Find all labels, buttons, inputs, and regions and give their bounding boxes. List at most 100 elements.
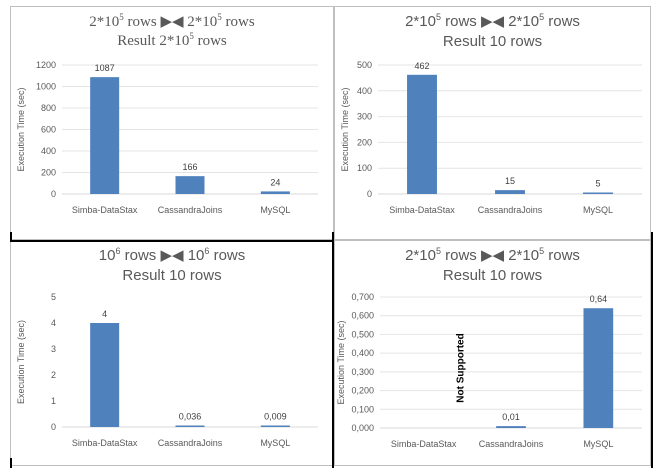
category-label: MySQL — [260, 438, 290, 448]
category-label: CassandraJoins — [479, 439, 544, 449]
title-text: rows ▶◀ 2*10 — [440, 247, 540, 264]
chart-subtitle: Result 10 rows — [335, 267, 650, 284]
title-superscript: 5 — [435, 12, 441, 22]
title-text: rows — [193, 33, 227, 49]
y-tick-label: 1000 — [36, 82, 56, 92]
bar — [583, 308, 614, 428]
chart-panel-1: 2*105 rows ▶◀ 2*105 rows Result 2*105 row… — [10, 6, 334, 240]
y-tick-label: 2 — [51, 370, 56, 380]
bar — [175, 425, 205, 427]
chart-title: 2*105 rows ▶◀ 2*105 rows — [11, 12, 333, 31]
not-supported-annotation: Not Supported — [456, 333, 467, 402]
y-axis-label: Execution Time (sec) — [16, 87, 26, 171]
bar — [90, 323, 120, 427]
title-text: rows ▶◀ 2*10 — [440, 13, 540, 30]
data-label: 0,64 — [590, 294, 608, 304]
y-tick-label: 200 — [41, 168, 56, 178]
category-label: Simba-DataStax — [72, 438, 138, 448]
chart-title: 106 rows ▶◀ 106 rows — [11, 246, 333, 265]
chart-title: 2*105 rows ▶◀ 2*105 rows — [335, 246, 650, 265]
y-axis-label: Execution Time (sec) — [340, 87, 350, 171]
bar — [407, 74, 437, 194]
category-label: MySQL — [583, 439, 613, 449]
y-tick-label: 800 — [41, 103, 56, 113]
category-label: CassandraJoins — [478, 205, 543, 215]
title-text: Result 10 rows — [442, 33, 543, 50]
data-label: 5 — [595, 179, 600, 189]
chart-subtitle: Result 10 rows — [335, 33, 650, 50]
data-label: 462 — [414, 61, 429, 71]
data-label: 24 — [270, 177, 280, 187]
y-axis-label: Execution Time (sec) — [16, 320, 26, 404]
category-label: Simba-DataStax — [72, 205, 138, 215]
title-superscript: 5 — [189, 31, 194, 41]
data-label: 4 — [102, 309, 107, 319]
bar — [90, 77, 120, 194]
title-text: rows — [209, 247, 246, 264]
bar — [495, 190, 525, 194]
bar — [260, 191, 290, 194]
data-label: 0,01 — [502, 412, 520, 422]
data-label: 0,009 — [264, 412, 287, 422]
title-superscript: 6 — [204, 246, 210, 256]
data-label: 0,036 — [179, 412, 202, 422]
y-axis-label: Execution Time (sec) — [336, 320, 346, 404]
table-cell-border — [10, 232, 12, 242]
category-label: MySQL — [260, 205, 290, 215]
table-cell-border — [10, 458, 12, 468]
category-label: MySQL — [583, 205, 613, 215]
title-text: Result 10 rows — [442, 267, 543, 284]
bar — [175, 176, 205, 194]
y-tick-label: 4 — [51, 318, 56, 328]
title-text: Result 10 rows — [122, 267, 222, 284]
category-label: CassandraJoins — [158, 438, 223, 448]
y-tick-label: 1200 — [36, 60, 56, 70]
y-tick-label: 0 — [51, 422, 56, 432]
chart-title: 2*105 rows ▶◀ 2*105 rows — [335, 12, 650, 31]
y-tick-label: 600 — [41, 125, 56, 135]
bar — [496, 426, 526, 428]
title-text: 2*10 — [89, 14, 120, 30]
data-label: 15 — [505, 176, 515, 186]
title-text: 2*10 — [405, 247, 436, 264]
data-label: 1087 — [95, 63, 115, 73]
y-tick-label: 0,700 — [351, 292, 374, 302]
title-text: Result 2*10 — [117, 33, 190, 49]
y-tick-label: 500 — [357, 60, 372, 70]
y-tick-label: 100 — [357, 163, 372, 173]
y-tick-label: 0,300 — [351, 367, 374, 377]
chart-subtitle: Result 10 rows — [11, 267, 333, 284]
category-label: CassandraJoins — [158, 205, 223, 215]
table-cell-border — [10, 240, 332, 242]
title-superscript: 5 — [435, 246, 441, 256]
table-cell-border — [651, 232, 653, 468]
data-label: 166 — [182, 162, 197, 172]
title-text: rows ▶◀ 10 — [120, 247, 205, 264]
category-label: Simba-DataStax — [391, 439, 457, 449]
y-tick-label: 0,000 — [351, 423, 374, 433]
title-text: rows ▶◀ 2*10 — [123, 14, 218, 30]
y-tick-label: 0 — [51, 189, 56, 199]
title-superscript: 5 — [539, 12, 545, 22]
y-tick-label: 0 — [367, 189, 372, 199]
bar — [260, 425, 290, 427]
table-cell-border — [332, 232, 334, 468]
title-superscript: 6 — [115, 246, 121, 256]
chart-panel-2: 2*105 rows ▶◀ 2*105 rows Result 10 rows — [334, 6, 651, 240]
y-tick-label: 3 — [51, 344, 56, 354]
title-superscript: 5 — [539, 246, 545, 256]
y-tick-label: 200 — [357, 137, 372, 147]
y-tick-label: 0,400 — [351, 348, 374, 358]
title-superscript: 5 — [119, 12, 124, 22]
y-tick-label: 0,100 — [351, 404, 374, 414]
title-superscript: 5 — [217, 12, 222, 22]
y-tick-label: 0,600 — [351, 311, 374, 321]
title-text: rows — [544, 13, 580, 30]
title-text: rows — [544, 247, 580, 264]
title-text: 10 — [98, 247, 116, 264]
bar — [583, 192, 613, 194]
category-label: Simba-DataStax — [389, 205, 455, 215]
y-tick-label: 1 — [51, 396, 56, 406]
title-text: 2*10 — [405, 13, 436, 30]
